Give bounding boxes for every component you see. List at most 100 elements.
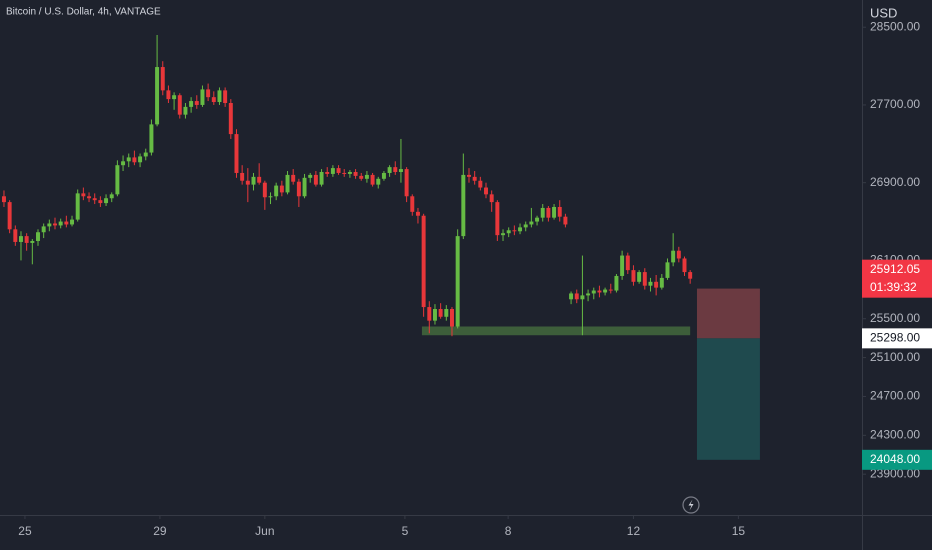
- candle-body: [302, 177, 307, 197]
- candle-body: [597, 290, 602, 293]
- entry-price-label: 25298.00: [870, 331, 920, 345]
- candle-body: [36, 232, 40, 241]
- target-price-box: [862, 449, 932, 470]
- candle-body: [75, 193, 80, 220]
- candle-body: [194, 101, 199, 105]
- target-price-label: 24048.00: [870, 452, 920, 466]
- candle-body: [53, 223, 57, 226]
- candle-body: [240, 172, 245, 181]
- candle-body: [166, 90, 171, 100]
- candle-body: [563, 216, 568, 225]
- y-tick-label: 24700.00: [870, 389, 920, 403]
- candle-body: [330, 168, 335, 174]
- candle-body: [393, 167, 398, 172]
- candle-body: [342, 172, 347, 174]
- candle-body: [41, 226, 46, 233]
- candle-body: [586, 293, 591, 296]
- candle-body: [172, 95, 177, 100]
- candle-body: [671, 250, 676, 263]
- candle-body: [421, 215, 426, 308]
- candle-body: [688, 272, 693, 279]
- candle-body: [625, 255, 630, 271]
- candle-body: [427, 307, 432, 321]
- candle-body: [87, 196, 92, 199]
- currency-label: USD: [870, 5, 897, 20]
- candles: [1, 34, 693, 337]
- candle-body: [540, 207, 545, 218]
- candle-body: [121, 161, 126, 166]
- candle-body: [608, 289, 613, 291]
- candle-body: [444, 309, 449, 317]
- candle-body: [183, 106, 188, 115]
- candle-body: [98, 200, 103, 204]
- candle-body: [279, 185, 284, 193]
- candle-body: [438, 309, 443, 317]
- candle-body: [211, 97, 216, 103]
- candle-body: [296, 181, 301, 197]
- candle-body: [591, 290, 596, 294]
- candle-body: [364, 174, 369, 179]
- candle-body: [149, 124, 154, 153]
- candle-body: [1, 196, 6, 203]
- candle-body: [347, 171, 352, 174]
- candle-body: [285, 174, 290, 193]
- countdown-label: 01:39:32: [870, 280, 917, 294]
- candle-body: [449, 309, 454, 327]
- candle-body: [24, 236, 29, 243]
- candle-body: [160, 67, 165, 91]
- x-tick-label: 29: [153, 524, 167, 538]
- candle-body: [631, 270, 636, 282]
- candle-body: [461, 174, 466, 237]
- chart-title: Bitcoin / U.S. Dollar, 4h, VANTAGE: [6, 7, 161, 18]
- candle-body: [319, 171, 324, 185]
- candle-body: [268, 196, 273, 198]
- candle-body: [506, 230, 511, 234]
- candle-body: [234, 134, 239, 173]
- candle-body: [654, 281, 659, 288]
- candle-body: [177, 95, 182, 115]
- candle-body: [308, 174, 313, 178]
- y-tick-label: 25500.00: [870, 311, 920, 325]
- candle-body: [518, 227, 523, 232]
- candle-body: [257, 176, 262, 183]
- replay-icon[interactable]: [682, 496, 700, 514]
- candle-body: [132, 157, 137, 163]
- candle-body: [325, 171, 330, 174]
- candle-body: [484, 187, 488, 195]
- target-zone: [696, 338, 760, 460]
- candle-body: [223, 90, 228, 103]
- candle-body: [648, 281, 653, 286]
- candle-body: [676, 250, 681, 259]
- candle-body: [291, 174, 296, 182]
- candle-body: [376, 178, 381, 185]
- y-tick-label: 24300.00: [870, 427, 920, 441]
- candle-body: [30, 240, 35, 243]
- candle-body: [228, 103, 233, 135]
- candle-body: [336, 168, 341, 173]
- candle-body: [478, 180, 483, 188]
- candle-body: [200, 89, 205, 105]
- candle-body: [143, 152, 148, 157]
- candle-body: [552, 206, 557, 218]
- entry-price-box: [862, 328, 932, 349]
- support-zone: [421, 326, 691, 336]
- candle-body: [659, 277, 664, 288]
- candle-body: [404, 169, 409, 197]
- x-tick-label: 5: [402, 524, 409, 538]
- candle-body: [262, 182, 267, 198]
- x-tick-label: Jun: [255, 524, 274, 538]
- candle-body: [637, 272, 642, 282]
- candle-body: [217, 90, 222, 103]
- candle-body: [535, 217, 540, 222]
- candle-body: [104, 198, 109, 204]
- candle-body: [155, 67, 160, 125]
- candle-body: [557, 206, 562, 217]
- candle-body: [138, 156, 143, 163]
- candle-body: [415, 211, 420, 216]
- candle-body: [472, 176, 477, 181]
- stop-zone: [696, 288, 760, 339]
- candle-body: [92, 198, 97, 201]
- candle-body: [13, 229, 18, 242]
- candle-body: [359, 175, 364, 179]
